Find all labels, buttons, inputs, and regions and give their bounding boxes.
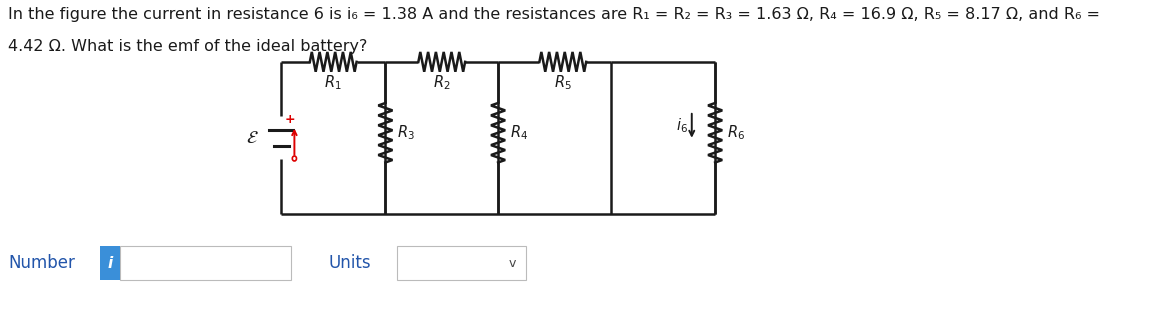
Bar bbox=[100, 246, 119, 280]
Text: 4.42 Ω. What is the emf of the ideal battery?: 4.42 Ω. What is the emf of the ideal bat… bbox=[8, 39, 368, 54]
Text: $R_1$: $R_1$ bbox=[324, 74, 342, 93]
Text: $i_6$: $i_6$ bbox=[677, 116, 689, 135]
Bar bbox=[397, 246, 527, 280]
Text: $R_4$: $R_4$ bbox=[509, 123, 528, 142]
Text: Number: Number bbox=[8, 254, 75, 272]
Text: In the figure the current in resistance 6 is i₆ = 1.38 A and the resistances are: In the figure the current in resistance … bbox=[8, 7, 1100, 22]
Text: $\mathcal{E}$: $\mathcal{E}$ bbox=[246, 129, 259, 147]
Text: +: + bbox=[285, 113, 295, 126]
Text: $R_5$: $R_5$ bbox=[554, 74, 571, 93]
Bar bbox=[119, 246, 292, 280]
Text: $R_3$: $R_3$ bbox=[397, 123, 415, 142]
Text: v: v bbox=[509, 257, 516, 270]
Text: $R_2$: $R_2$ bbox=[433, 74, 451, 93]
Text: Units: Units bbox=[329, 254, 371, 272]
Text: i: i bbox=[108, 256, 112, 270]
Text: $R_6$: $R_6$ bbox=[727, 123, 745, 142]
